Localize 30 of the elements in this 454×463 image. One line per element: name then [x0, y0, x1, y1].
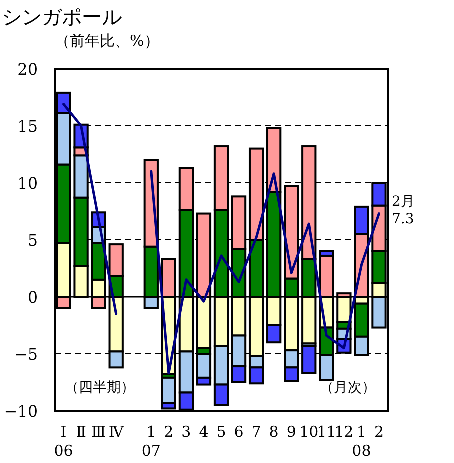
x-tick-label: Ⅰ 06 [54, 423, 74, 460]
x-tick-label: 12 [334, 423, 354, 441]
x-tick-label: 10 [300, 423, 319, 441]
y-tick-label: 20 [18, 60, 38, 79]
x-tick-label: 8 [269, 423, 279, 441]
annotation: （月次） [320, 380, 376, 396]
x-tick-label: 1 08 [352, 423, 372, 460]
x-tick-label: 6 [234, 423, 244, 441]
x-tick-label: Ⅳ [108, 423, 125, 441]
chart-subtitle: （前年比、%） [55, 32, 160, 50]
x-tick-label: Ⅱ [76, 423, 86, 441]
x-tick-label: 4 [199, 423, 209, 441]
x-tick-label: 2 [164, 423, 174, 441]
annotation: （四半期） [65, 380, 135, 396]
y-tick-label: 5 [28, 231, 38, 250]
x-tick-label: 3 [182, 423, 192, 441]
x-tick-label: 9 [286, 423, 296, 441]
x-tick-label: 2 [374, 423, 384, 441]
y-tick-label: 0 [28, 288, 38, 307]
text: 2月 7.3 [392, 194, 415, 228]
y-tick-label: 10 [18, 174, 38, 193]
chart-title: シンガポール [2, 5, 122, 29]
x-tick-label: 1 07 [142, 423, 161, 460]
y-tick-label: −5 [14, 345, 38, 364]
y-tick-label: 15 [18, 117, 38, 136]
x-tick-label: 7 [252, 423, 262, 441]
y-tick-label: −10 [4, 402, 38, 421]
x-tick-label: Ⅲ [92, 423, 106, 441]
x-tick-label: 5 [216, 423, 226, 441]
x-tick-label: 11 [317, 423, 336, 441]
